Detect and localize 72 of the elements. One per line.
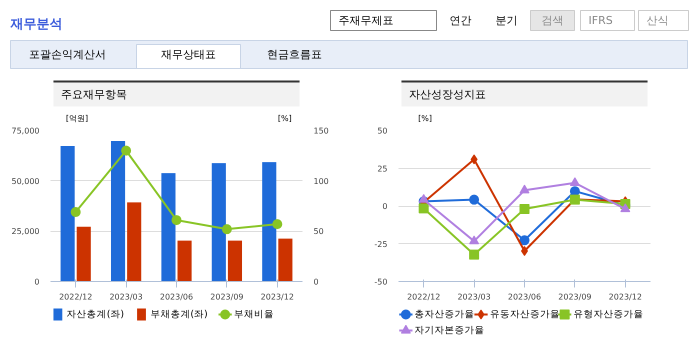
- x-tick-label: 2023/12: [608, 292, 642, 302]
- text: 포괄손익계산서: [29, 48, 106, 61]
- point: [469, 250, 480, 260]
- y-tick-label: 0: [34, 278, 40, 286]
- chart-title: 주요재무항목: [60, 88, 127, 101]
- text: 재무상태표: [161, 48, 216, 61]
- y2-tick-label: 0: [314, 278, 319, 286]
- point: [521, 246, 528, 256]
- x-tick-label: 2023/09: [558, 292, 592, 302]
- bar: [278, 238, 292, 282]
- point: [469, 235, 480, 244]
- text: 재무분석: [10, 17, 62, 32]
- point: [520, 204, 530, 214]
- bar: [212, 163, 226, 282]
- x-tick-label: 2023/06: [160, 292, 194, 302]
- y-tick-label: 50: [377, 126, 388, 136]
- legend-label: 부채비율: [234, 309, 274, 320]
- bar: [127, 202, 142, 282]
- bar: [262, 162, 276, 282]
- point: [272, 219, 282, 230]
- text: 현금흐름표: [267, 48, 322, 61]
- bar: [178, 240, 192, 282]
- y2-axis-title: [%]: [278, 114, 292, 123]
- bar: [228, 240, 242, 282]
- legend-label: 총자산증가율: [414, 309, 475, 320]
- text: IFRS: [588, 14, 613, 27]
- legend-label: 자기자본증가율: [414, 325, 485, 336]
- y2-tick-label: 150: [314, 126, 329, 136]
- point: [222, 224, 232, 234]
- y-axis-title: [억원]: [66, 114, 88, 123]
- text: 분기: [496, 14, 518, 27]
- point: [418, 194, 429, 203]
- point: [418, 203, 429, 214]
- point: [520, 235, 530, 246]
- point: [520, 184, 530, 194]
- x-tick-label: 2023/12: [260, 292, 294, 302]
- chart-title: 자산성장성지표: [408, 88, 486, 101]
- legend-label: 부채총계(좌): [150, 309, 208, 320]
- y-tick-label: -50: [374, 278, 388, 286]
- legend-label: 자산총계(좌): [66, 309, 124, 320]
- legend-label: 유동자산증가율: [490, 309, 560, 320]
- point: [470, 154, 478, 164]
- point: [70, 207, 81, 218]
- point: [620, 203, 630, 212]
- y-axis-title: [%]: [418, 114, 432, 123]
- x-tick-label: 2022/12: [59, 292, 92, 302]
- y-tick-label: 50,000: [12, 176, 40, 186]
- point: [469, 194, 480, 205]
- x-tick-label: 2023/03: [457, 292, 491, 302]
- y-tick-label: -25: [374, 240, 388, 249]
- bar: [161, 173, 176, 282]
- point: [121, 146, 132, 156]
- x-tick-label: 2023/09: [210, 292, 244, 302]
- text: 주재무제표: [338, 14, 394, 27]
- text: 연간: [450, 14, 472, 27]
- y2-tick-label: 50: [314, 227, 324, 236]
- x-tick-label: 2023/06: [508, 292, 542, 302]
- y-tick-label: 0: [382, 202, 388, 211]
- legend-label: 유형자산증가율: [574, 309, 644, 320]
- x-tick-label: 2023/03: [109, 292, 143, 302]
- bar: [76, 226, 91, 282]
- y2-tick-label: 100: [314, 176, 329, 186]
- y-tick-label: 25,000: [12, 227, 40, 236]
- point: [172, 215, 182, 226]
- bar: [110, 140, 126, 282]
- x-tick-label: 2022/12: [407, 292, 440, 302]
- text: 검색: [542, 14, 564, 27]
- y-tick-label: 75,000: [12, 126, 40, 136]
- point: [570, 177, 580, 186]
- bar: [60, 146, 75, 282]
- text: 산식: [646, 14, 668, 27]
- y-tick-label: 25: [377, 164, 388, 174]
